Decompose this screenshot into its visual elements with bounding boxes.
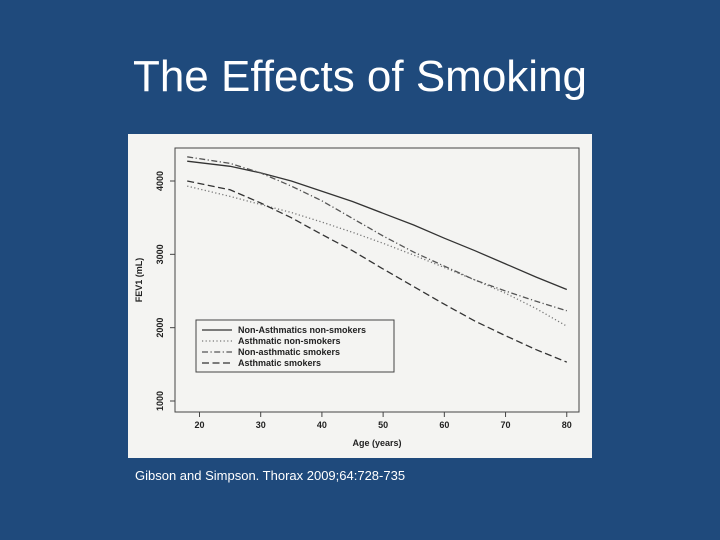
x-tick-label: 60 [439, 420, 449, 430]
series-line-1 [187, 160, 568, 291]
x-axis-title: Age (years) [352, 438, 401, 448]
x-tick-label: 80 [562, 420, 572, 430]
series-line-4 [187, 180, 568, 363]
y-tick-label: 2000 [155, 318, 165, 338]
series-line-2 [187, 185, 568, 327]
x-tick-label: 40 [317, 420, 327, 430]
legend-label: Non-Asthmatics non-smokers [238, 325, 366, 335]
fev1-line-chart: 20 30 40 50 60 70 80 1000 2000 3000 4000 Age (years… [134, 147, 580, 448]
y-axis-title: FEV1 (mL) [134, 258, 144, 303]
y-tick-label: 3000 [155, 244, 165, 264]
legend-label: Non-asthmatic smokers [238, 347, 340, 357]
x-tick-label: 20 [194, 420, 204, 430]
x-tick-label: 50 [378, 420, 388, 430]
series-line-3 [187, 156, 567, 312]
plot-frame [174, 147, 580, 413]
slide-title: The Effects of Smoking [132, 52, 588, 101]
x-tick-label: 70 [501, 420, 511, 430]
figure-panel: 20 30 40 50 60 70 80 1000 2000 3000 4000 Age (years… [128, 134, 592, 458]
y-tick-label: 1000 [155, 391, 165, 411]
y-tick-label: 4000 [155, 171, 165, 191]
legend-label: Asthmatic non-smokers [238, 336, 341, 346]
citation: Gibson and Simpson. Thorax 2009;64:728-7… [135, 468, 406, 483]
legend-label: Asthmatic smokers [238, 358, 321, 368]
x-tick-label: 30 [256, 420, 266, 430]
